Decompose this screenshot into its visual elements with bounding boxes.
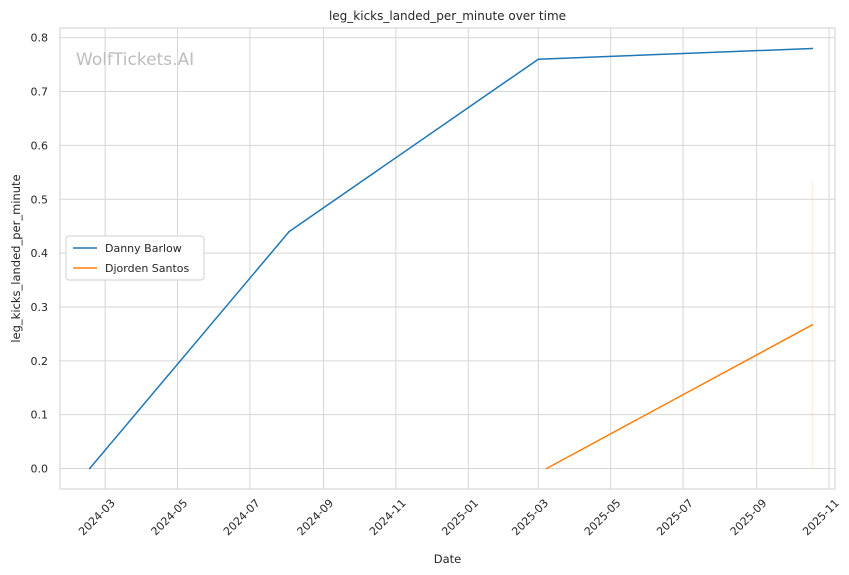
x-tick-label: 2025-01 <box>439 497 481 539</box>
series-line <box>546 324 813 470</box>
chart-title: leg_kicks_landed_per_minute over time <box>329 9 566 23</box>
data-point <box>288 230 290 233</box>
x-tick-label: 2024-05 <box>149 497 191 539</box>
axis-ticks: 0.0 0.1 0.2 0.3 0.4 0.5 0.6 0.7 0.8 2024-03 2024-0… <box>31 32 842 539</box>
x-tick-label: 2025-03 <box>509 497 551 539</box>
y-tick-label: 0.0 <box>31 463 49 476</box>
data-point <box>545 467 548 470</box>
data-point <box>811 47 814 50</box>
y-tick-label: 0.1 <box>31 409 49 422</box>
y-tick-label: 0.2 <box>31 355 49 368</box>
x-tick-label: 2024-09 <box>295 497 337 539</box>
y-axis-label: leg_kicks_landed_per_minute <box>9 174 23 342</box>
x-tick-label: 2024-07 <box>221 497 263 539</box>
y-tick-label: 0.8 <box>31 32 49 45</box>
legend: Danny Barlow Djorden Santos <box>65 235 205 281</box>
x-tick-label: 2025-11 <box>800 497 842 539</box>
y-tick-label: 0.6 <box>31 139 49 152</box>
y-tick-label: 0.3 <box>31 301 49 314</box>
plot-area <box>59 27 836 490</box>
watermark: WolfTickets.AI <box>76 50 194 70</box>
legend-entry: Djorden Santos <box>105 262 190 275</box>
series-line <box>89 47 813 469</box>
y-tick-label: 0.4 <box>31 247 49 260</box>
x-tick-label: 2025-09 <box>728 497 770 539</box>
data-point <box>811 323 814 326</box>
x-axis-label: Date <box>434 552 462 566</box>
x-tick-label: 2024-03 <box>76 497 118 539</box>
x-tick-label: 2024-11 <box>367 497 409 539</box>
series-lines <box>88 47 814 470</box>
data-point <box>88 467 91 470</box>
y-tick-label: 0.5 <box>31 193 49 206</box>
grid-lines <box>60 28 835 489</box>
y-tick-label: 0.7 <box>31 86 49 99</box>
x-tick-label: 2025-05 <box>582 497 624 539</box>
legend-entry: Danny Barlow <box>105 242 182 255</box>
legend-box <box>65 235 205 281</box>
x-tick-label: 2025-07 <box>654 497 696 539</box>
data-point <box>537 58 540 61</box>
